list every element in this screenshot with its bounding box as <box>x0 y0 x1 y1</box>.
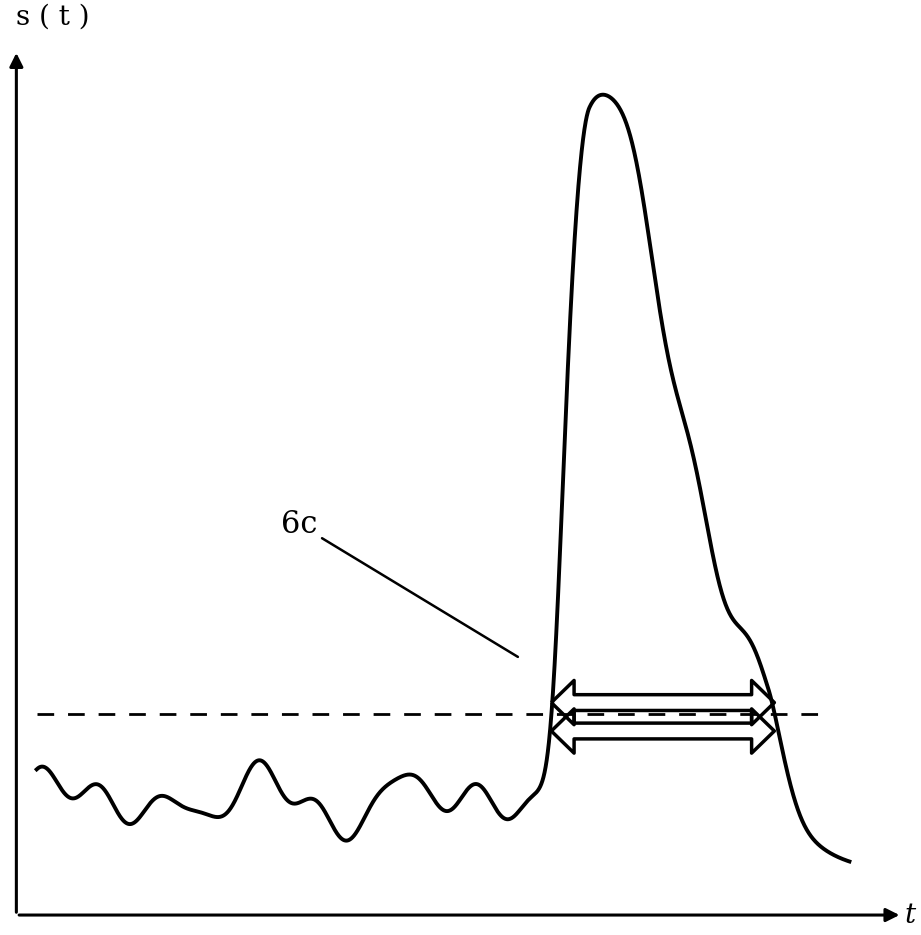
Text: 6c: 6c <box>281 509 518 657</box>
Text: s ( t ): s ( t ) <box>17 4 90 31</box>
Text: t: t <box>904 901 916 928</box>
